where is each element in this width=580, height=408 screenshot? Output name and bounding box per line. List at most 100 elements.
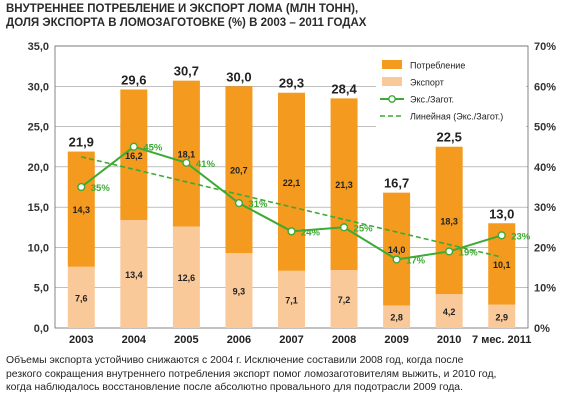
x-tick-label: 2004 bbox=[122, 334, 147, 346]
x-tick-label: 2003 bbox=[69, 334, 93, 346]
y-right-tick-label: 10% bbox=[534, 283, 556, 295]
share-point bbox=[497, 231, 506, 240]
x-tick-label: 2008 bbox=[332, 334, 356, 346]
y-right-tick-label: 30% bbox=[534, 202, 556, 214]
total-label: 29,3 bbox=[279, 76, 304, 91]
y-left-tick-label: 15,0 bbox=[28, 202, 49, 214]
y-right-tick-label: 50% bbox=[534, 122, 556, 134]
y-left-tick-label: 0,0 bbox=[34, 323, 49, 335]
x-tick-label: 7 мес. 2011 bbox=[472, 334, 531, 346]
share-point-label: 19% bbox=[459, 247, 479, 258]
bar-consumption bbox=[278, 92, 305, 271]
bar-export bbox=[172, 226, 200, 328]
y-left-tick-label: 20,0 bbox=[28, 162, 49, 174]
consumption-value-label: 22,1 bbox=[283, 178, 301, 188]
export-value-label: 4,2 bbox=[443, 307, 456, 317]
export-value-label: 2,9 bbox=[495, 312, 508, 322]
consumption-value-label: 20,7 bbox=[230, 166, 248, 176]
legend-swatch-consumption bbox=[382, 60, 402, 69]
legend-entry-label: Потребление bbox=[410, 61, 465, 71]
export-value-label: 13,4 bbox=[125, 270, 143, 280]
consumption-value-label: 14,0 bbox=[388, 245, 406, 255]
legend-entry-label: Экс./Загот. bbox=[410, 95, 454, 105]
share-point bbox=[129, 142, 138, 151]
share-point bbox=[182, 158, 191, 167]
share-point-label: 35% bbox=[91, 183, 111, 194]
caption-line: резкого сокращения внутреннего потреблен… bbox=[6, 368, 497, 380]
y-right-tick-label: 60% bbox=[534, 81, 556, 93]
export-value-label: 7,2 bbox=[338, 295, 351, 305]
chart-title-line-1: ВНУТРЕННЕЕ ПОТРЕБЛЕНИЕ И ЭКСПОРТ ЛОМА (М… bbox=[6, 3, 359, 15]
x-tick-label: 2005 bbox=[174, 334, 198, 346]
caption-line: Объемы экспорта устойчиво снижаются с 20… bbox=[6, 355, 464, 366]
export-value-label: 9,3 bbox=[233, 287, 246, 297]
share-point-label: 41% bbox=[196, 159, 216, 170]
total-label: 30,0 bbox=[226, 69, 251, 84]
share-point-label: 24% bbox=[301, 227, 321, 238]
bar-export bbox=[278, 270, 305, 328]
y-right-tick-label: 40% bbox=[534, 162, 556, 174]
share-point-label: 23% bbox=[511, 231, 531, 242]
export-value-label: 12,6 bbox=[178, 273, 196, 283]
share-point bbox=[287, 227, 296, 236]
share-point bbox=[445, 247, 454, 256]
bar-export bbox=[330, 269, 358, 328]
total-label: 28,4 bbox=[331, 81, 357, 96]
share-point bbox=[77, 182, 86, 192]
share-point-label: 17% bbox=[406, 256, 426, 267]
share-point-label: 45% bbox=[143, 143, 163, 154]
chart-plot: 0,0 0% 5,0 10% 10,0 20% 15,0 30% 20,0 40% 25,0 50% 3… bbox=[28, 41, 557, 346]
share-point bbox=[339, 223, 349, 232]
total-label: 16,7 bbox=[384, 176, 409, 191]
export-value-label: 7,1 bbox=[285, 295, 298, 305]
x-tick-label: 2009 bbox=[384, 334, 408, 346]
total-label: 21,9 bbox=[69, 135, 94, 150]
bar-export bbox=[225, 253, 253, 328]
x-tick-label: 2006 bbox=[227, 334, 251, 346]
total-label: 13,0 bbox=[489, 206, 514, 221]
chart-caption: Объемы экспорта устойчиво снижаются с 20… bbox=[6, 354, 576, 395]
y-right-tick-label: 70% bbox=[534, 41, 556, 53]
bar-consumption bbox=[435, 146, 463, 295]
y-left-tick-label: 30,0 bbox=[28, 81, 49, 93]
share-point-label: 25% bbox=[354, 223, 374, 234]
bar-export bbox=[435, 294, 463, 328]
x-tick-label: 2007 bbox=[279, 334, 303, 346]
bar-consumption bbox=[225, 86, 253, 254]
bar-export bbox=[120, 220, 148, 328]
consumption-value-label: 18,3 bbox=[440, 216, 458, 226]
y-left-tick-label: 10,0 bbox=[28, 242, 49, 254]
chart-title-line-2: ДОЛЯ ЭКСПОРТА В ЛОМОЗАГОТОВКЕ (%) В 2003… bbox=[6, 17, 367, 29]
legend-swatch-export bbox=[382, 77, 402, 86]
bar-consumption bbox=[330, 98, 358, 270]
total-label: 22,5 bbox=[437, 130, 462, 145]
legend-entry-label: Линейная (Экс./Загот.) bbox=[410, 112, 503, 122]
consumption-value-label: 14,3 bbox=[73, 205, 91, 215]
share-point bbox=[392, 255, 401, 264]
y-right-tick-label: 0% bbox=[534, 323, 550, 335]
consumption-value-label: 10,1 bbox=[493, 260, 511, 270]
trend-line bbox=[81, 156, 502, 258]
y-right-tick-label: 20% bbox=[534, 242, 556, 254]
y-left-tick-label: 35,0 bbox=[28, 41, 49, 53]
export-value-label: 7,6 bbox=[75, 293, 88, 303]
consumption-value-label: 16,2 bbox=[125, 151, 143, 161]
bar-export bbox=[383, 305, 411, 328]
share-point bbox=[234, 199, 244, 208]
bar-consumption bbox=[383, 192, 411, 306]
legend-entry-label: Экспорт bbox=[410, 78, 444, 88]
consumption-value-label: 18,1 bbox=[178, 150, 196, 160]
caption-line: когда наблюдалось восстановление после а… bbox=[6, 382, 463, 393]
total-label: 29,6 bbox=[121, 73, 146, 88]
legend-swatch-share-marker bbox=[388, 95, 396, 103]
bar-export bbox=[67, 266, 95, 328]
y-left-tick-label: 25,0 bbox=[28, 122, 49, 134]
share-point-label: 31% bbox=[248, 199, 268, 210]
bar-export bbox=[488, 304, 516, 328]
bar-consumption bbox=[67, 151, 95, 267]
bar-consumption bbox=[172, 80, 200, 227]
x-tick-label: 2010 bbox=[437, 334, 461, 346]
consumption-value-label: 21,3 bbox=[335, 180, 353, 190]
total-label: 30,7 bbox=[174, 64, 199, 79]
